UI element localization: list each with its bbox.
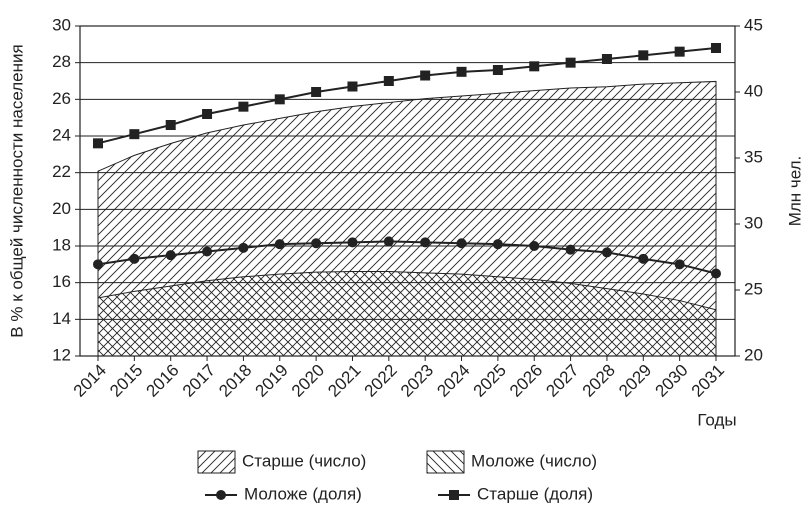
x-tick-label: 2026: [506, 361, 546, 401]
marker: [601, 54, 612, 64]
marker: [274, 94, 285, 105]
legend-swatch: [426, 450, 465, 474]
line: [97, 47, 717, 145]
x-tick-label: 2018: [215, 361, 255, 401]
x-tick-label: 2020: [288, 361, 328, 401]
x-tick-label: 2023: [397, 361, 437, 401]
marker: [165, 120, 176, 130]
legend-label: Старше (число): [242, 451, 366, 470]
y-tick-label: 16: [52, 272, 71, 291]
x-tick-label: 2030: [651, 361, 691, 401]
marker: [129, 253, 140, 264]
y2-axis-label: Млн чел.: [785, 156, 804, 227]
marker: [311, 238, 322, 249]
legend-label: Старше (доля): [477, 484, 593, 503]
marker: [456, 238, 467, 249]
legend-label: Моложе (доля): [244, 484, 362, 503]
y2-tick-label: 20: [744, 345, 763, 364]
x-tick-label: 2027: [542, 361, 582, 401]
x-tick-label: 2015: [106, 361, 146, 401]
x-tick-label: 2024: [433, 361, 473, 401]
marker: [492, 65, 503, 75]
x-axis-label: Годы: [697, 410, 736, 429]
marker: [274, 239, 285, 250]
marker: [674, 46, 685, 57]
y-tick-label: 18: [52, 235, 71, 254]
marker: [347, 81, 358, 92]
y-axis-label: В % к общей численности населения: [7, 44, 26, 337]
marker: [529, 241, 540, 251]
marker: [93, 138, 103, 149]
marker: [492, 239, 503, 250]
marker: [93, 259, 103, 270]
plot-frame: [79, 25, 736, 357]
y2-tick-label: 35: [744, 147, 763, 166]
marker: [420, 237, 431, 248]
marker: [383, 236, 394, 247]
y-tick-label: 26: [52, 89, 71, 108]
x-tick-label: 2029: [615, 361, 655, 401]
y2-tick-label: 30: [744, 213, 763, 232]
marker: [565, 57, 576, 68]
x-tick-label: 2022: [361, 361, 401, 401]
x-tick-label: 2016: [143, 361, 183, 401]
y2-tick-label: 25: [744, 279, 763, 298]
legend-marker: [216, 490, 226, 500]
marker: [674, 259, 685, 270]
marker: [529, 61, 540, 72]
area: [97, 271, 717, 357]
marker: [420, 70, 431, 81]
x-tick-label: 2025: [470, 361, 510, 401]
legend-marker: [449, 490, 459, 500]
x-tick-label: 2031: [688, 361, 728, 401]
x-tick-label: 2019: [252, 361, 292, 401]
marker: [638, 253, 649, 264]
marker: [456, 66, 467, 77]
x-tick-label: 2014: [70, 361, 110, 401]
x-tick-label: 2017: [179, 361, 219, 401]
marker: [129, 129, 140, 140]
y-tick-label: 24: [52, 125, 71, 144]
y2-tick-label: 40: [744, 81, 763, 100]
marker: [202, 246, 213, 257]
y-tick-label: 28: [52, 52, 71, 71]
y-tick-label: 30: [52, 15, 71, 34]
marker: [565, 244, 576, 255]
marker: [383, 76, 394, 86]
marker: [202, 109, 213, 119]
y-tick-label: 14: [52, 309, 71, 328]
marker: [638, 50, 649, 61]
line: [97, 240, 717, 275]
x-tick-label: 2028: [579, 361, 619, 401]
y-tick-label: 20: [52, 199, 71, 218]
y-tick-label: 12: [52, 345, 71, 364]
marker: [311, 87, 322, 97]
marker: [711, 43, 721, 53]
marker: [165, 250, 176, 261]
marker: [238, 242, 249, 253]
marker: [238, 101, 249, 112]
legend-label: Моложе (число): [471, 451, 597, 470]
marker: [347, 237, 358, 248]
marker: [711, 268, 721, 279]
x-tick-label: 2021: [324, 361, 364, 401]
marker: [601, 247, 612, 258]
legend-swatch: [197, 450, 236, 474]
y2-tick-label: 45: [744, 15, 763, 34]
y-tick-label: 22: [52, 162, 71, 181]
